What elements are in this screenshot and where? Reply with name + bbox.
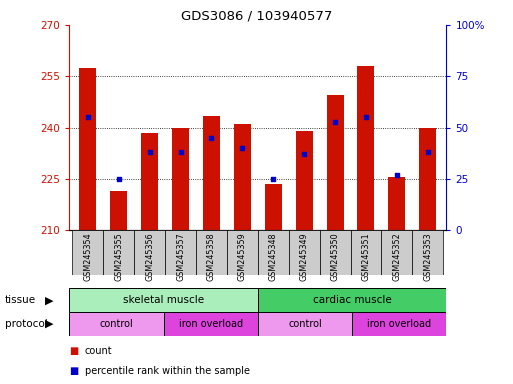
Point bbox=[300, 151, 308, 157]
Text: GSM245349: GSM245349 bbox=[300, 233, 309, 281]
Text: GSM245355: GSM245355 bbox=[114, 233, 123, 281]
Text: iron overload: iron overload bbox=[179, 319, 243, 329]
Text: GSM245358: GSM245358 bbox=[207, 233, 216, 281]
Point bbox=[207, 135, 215, 141]
Bar bbox=[227, 230, 258, 275]
Bar bbox=[258, 288, 446, 312]
Bar bbox=[388, 177, 405, 230]
Bar bbox=[196, 230, 227, 275]
Bar bbox=[258, 312, 352, 336]
Text: count: count bbox=[85, 346, 112, 356]
Text: GSM245352: GSM245352 bbox=[392, 233, 401, 281]
Bar bbox=[265, 184, 282, 230]
Bar bbox=[352, 312, 446, 336]
Bar bbox=[141, 133, 158, 230]
Point bbox=[393, 172, 401, 178]
Bar bbox=[289, 230, 320, 275]
Text: iron overload: iron overload bbox=[367, 319, 431, 329]
Bar bbox=[103, 230, 134, 275]
Point bbox=[238, 145, 246, 151]
Point bbox=[362, 114, 370, 121]
Text: GSM245354: GSM245354 bbox=[83, 233, 92, 281]
Text: control: control bbox=[100, 319, 133, 329]
Bar bbox=[134, 230, 165, 275]
Text: ■: ■ bbox=[69, 366, 78, 376]
Bar bbox=[412, 230, 443, 275]
Bar bbox=[203, 116, 220, 230]
Bar bbox=[320, 230, 350, 275]
Text: GSM245350: GSM245350 bbox=[330, 233, 340, 281]
Text: GSM245359: GSM245359 bbox=[238, 233, 247, 281]
Text: ▶: ▶ bbox=[45, 319, 53, 329]
Bar bbox=[80, 68, 96, 230]
Bar bbox=[295, 131, 312, 230]
Point bbox=[331, 118, 339, 124]
Text: GDS3086 / 103940577: GDS3086 / 103940577 bbox=[181, 10, 332, 23]
Text: ■: ■ bbox=[69, 346, 78, 356]
Bar bbox=[110, 191, 127, 230]
Bar bbox=[234, 124, 251, 230]
Bar bbox=[419, 127, 436, 230]
Bar bbox=[358, 66, 374, 230]
Text: percentile rank within the sample: percentile rank within the sample bbox=[85, 366, 250, 376]
Text: GSM245351: GSM245351 bbox=[362, 233, 370, 281]
Bar bbox=[350, 230, 381, 275]
Text: tissue: tissue bbox=[5, 295, 36, 305]
Bar bbox=[69, 312, 164, 336]
Text: GSM245356: GSM245356 bbox=[145, 233, 154, 281]
Text: GSM245348: GSM245348 bbox=[269, 233, 278, 281]
Text: skeletal muscle: skeletal muscle bbox=[123, 295, 204, 305]
Text: GSM245357: GSM245357 bbox=[176, 233, 185, 281]
Point bbox=[176, 149, 185, 156]
Text: protocol: protocol bbox=[5, 319, 48, 329]
Bar bbox=[164, 312, 258, 336]
Bar bbox=[381, 230, 412, 275]
Bar bbox=[258, 230, 289, 275]
Text: cardiac muscle: cardiac muscle bbox=[312, 295, 391, 305]
Text: ▶: ▶ bbox=[45, 295, 53, 305]
Bar bbox=[327, 95, 344, 230]
Bar bbox=[72, 230, 103, 275]
Text: GSM245353: GSM245353 bbox=[423, 233, 432, 281]
Bar bbox=[69, 288, 258, 312]
Bar bbox=[172, 127, 189, 230]
Point bbox=[114, 176, 123, 182]
Point bbox=[424, 149, 432, 156]
Point bbox=[84, 114, 92, 121]
Point bbox=[269, 176, 278, 182]
Text: control: control bbox=[288, 319, 322, 329]
Bar bbox=[165, 230, 196, 275]
Point bbox=[146, 149, 154, 156]
